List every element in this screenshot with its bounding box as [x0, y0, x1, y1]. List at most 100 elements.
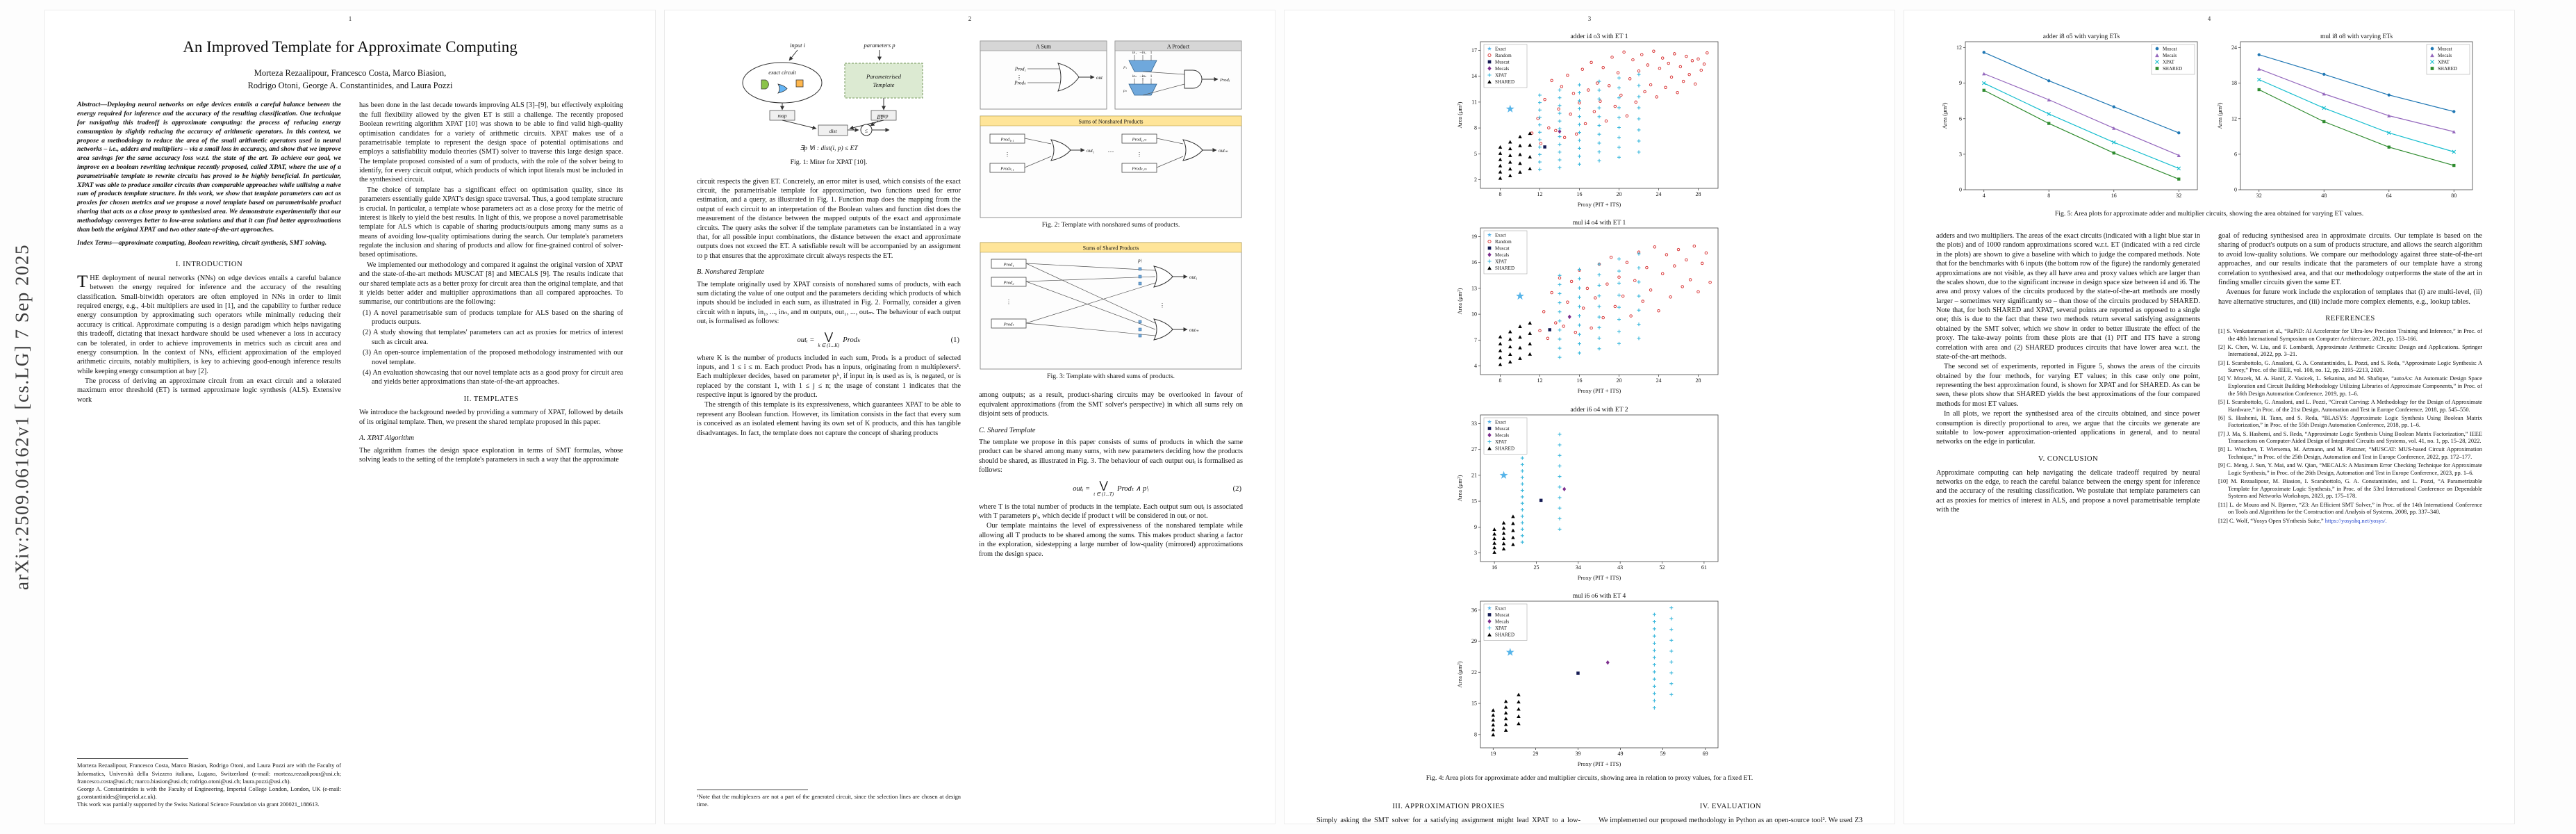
svg-text:Muscat: Muscat [1495, 246, 1510, 252]
template-label-1: Parameterised [866, 73, 902, 80]
page-4-column-left: adders and two multipliers. The areas of… [1936, 231, 2200, 808]
a-product-panel [1114, 40, 1242, 110]
svg-text:27: 27 [1471, 446, 1477, 452]
multiplexer-footnote: ¹Note that the multiplexers are not a pa… [697, 793, 961, 808]
svg-text:8: 8 [1474, 125, 1477, 131]
product-label: Prod₂ [1002, 280, 1014, 285]
svg-text:36: 36 [1471, 607, 1477, 614]
subsection-heading-nonshared: B. Nonshared Template [697, 268, 765, 277]
product-label: Prod₁,₁ [1000, 138, 1014, 142]
svg-text:Mecals: Mecals [2163, 53, 2177, 58]
reference-entry: [4] V. Mrazek, M. A. Hanif, Z. Vasicek, … [2218, 375, 2482, 397]
section-heading-evaluation: IV. EVALUATION [1699, 803, 1762, 811]
footnote-block: ¹Note that the multiplexers are not a pa… [697, 783, 961, 808]
svg-text:0: 0 [1959, 187, 1962, 193]
arxiv-watermark: arXiv:2509.06162v1 [cs.LG] 7 Sep 2025 [11, 244, 33, 590]
svg-text:16: 16 [1577, 191, 1583, 197]
svg-text:16: 16 [1492, 564, 1497, 571]
svg-text:59: 59 [1660, 751, 1666, 757]
miter-diagram: input i parameters p exact circuit Param… [742, 42, 923, 152]
dropcap: T [77, 272, 88, 291]
svg-text:Area (μm²): Area (μm²) [1456, 288, 1463, 315]
yosys-link[interactable]: https://yosyshq.net/yosys/. [2325, 517, 2387, 524]
parameters-label: parameters p [863, 42, 895, 49]
svg-text:33: 33 [1471, 420, 1477, 427]
paragraph: The template we propose in this paper co… [979, 439, 1243, 475]
figure-4: adder i4 o3 with ET 1 2 5 8 11 14 17 8 12 16 20 24 2… [1316, 30, 1863, 772]
svg-text:28: 28 [1696, 377, 1701, 384]
nonshared-template-diagram: A Sum Prod₁ ⋮ Prodₖ out A Product [980, 40, 1242, 218]
or-gate-icon [1057, 63, 1080, 92]
svg-text:9: 9 [1474, 524, 1477, 530]
figure-4-caption: Fig. 4: Area plots for approximate adder… [1426, 774, 1753, 782]
author-footnote: Morteza Rezaalipour, Francesco Costa, Ma… [77, 762, 341, 808]
reference-entry: [6] S. Hashemi, H. Tann, and S. Reda, “B… [2218, 414, 2482, 429]
sum-input-label: Prodₖ [1014, 81, 1027, 86]
a-sum-panel [980, 40, 1107, 110]
svg-text:48: 48 [2321, 193, 2327, 199]
section-heading-proxies: III. APPROXIMATION PROXIES [1392, 803, 1505, 811]
equation-2-rhs: Prodₜ ∧ pᵗᵢ [1117, 484, 1149, 493]
svg-text:Exact: Exact [1495, 47, 1506, 52]
svg-text:39: 39 [1575, 751, 1580, 757]
equation-2-number: (2) [1232, 484, 1241, 493]
mux-input-label: ¬in₁ [1139, 51, 1146, 55]
product-label: Prod₁,ₘ [1132, 138, 1148, 142]
svg-text:12: 12 [2231, 115, 2237, 122]
svg-text:69: 69 [1703, 751, 1708, 757]
paragraph: among outputs; as a result, product-shar… [979, 391, 1243, 418]
template-label-2: Template [873, 81, 895, 88]
svg-text:4: 4 [1983, 193, 1985, 199]
figure-5: adder i8 o5 with varying ETs 0 3 6 9 12 4 8 16 32… [1936, 30, 2482, 208]
vee-symbol: ⋁ [824, 331, 833, 343]
index-terms: Index Terms—approximate computing, Boole… [77, 239, 327, 247]
svg-text:15: 15 [1471, 701, 1477, 707]
svg-text:mul i8 o8 with varying ETs: mul i8 o8 with varying ETs [2320, 33, 2393, 40]
svg-text:24: 24 [1656, 377, 1662, 384]
svg-text:29: 29 [1533, 751, 1538, 757]
svg-text:Mecals: Mecals [1495, 619, 1509, 625]
svg-text:Exact: Exact [1495, 419, 1506, 425]
vee-symbol: ⋁ [1099, 480, 1108, 491]
mux-icon [1128, 60, 1157, 72]
page-4-columns: adders and two multipliers. The areas of… [1936, 231, 2482, 808]
product-box [989, 133, 1025, 144]
svg-text:SHARED: SHARED [2438, 66, 2457, 72]
page-number-1: 1 [348, 15, 352, 22]
product-box [989, 163, 1025, 173]
page-2-columns: input i parameters p exact circuit Param… [697, 38, 1243, 808]
contribution-item-2: (2) A study showing that templates' para… [363, 329, 623, 346]
section-heading-references: REFERENCES [2325, 315, 2375, 323]
svg-text:Area (μm²): Area (μm²) [1456, 661, 1463, 687]
nonshared-band-header-label: Sums of Nonshared Products [1078, 119, 1143, 125]
figure-2: A Sum Prod₁ ⋮ Prodₖ out A Product [979, 40, 1243, 234]
svg-text:XPAT: XPAT [1495, 73, 1508, 79]
page-2-column-left: input i parameters p exact circuit Param… [697, 38, 961, 808]
shared-band-header-label: Sums of Shared Products [1083, 245, 1139, 251]
a-product-header-label: A Product [1167, 44, 1190, 50]
svg-text:Area (μm²): Area (μm²) [1456, 475, 1463, 501]
a-product-header [1114, 40, 1242, 51]
page-3-column-right: IV. EVALUATION We implemented our propos… [1599, 795, 1863, 824]
equation-1-rhs: Prodₖ [843, 336, 861, 344]
paper-page-4: 4 adder i8 o5 with varying ETs 0 3 6 9 12 4 8 16… [1904, 10, 2515, 824]
parameter-label: pᵗᵢ [1137, 258, 1142, 263]
page-strip: 1 An Improved Template for Approximate C… [44, 10, 2515, 824]
product-output-label: Prodⱼ [1219, 78, 1230, 83]
svg-text:61: 61 [1701, 564, 1707, 571]
svg-text:Muscat: Muscat [1495, 60, 1510, 65]
svg-text:Proxy (PIT + ITS): Proxy (PIT + ITS) [1578, 387, 1621, 394]
chart-mul-i6-o6-et4: mul i6 o6 with ET 4 8 15 22 29 36 19 29 39 49 59 69… [1455, 589, 1724, 772]
svg-text:4: 4 [1474, 363, 1477, 370]
paragraph: In all plots, we report the synthesised … [1936, 410, 2200, 446]
figure-1-caption: Fig. 1: Miter for XPAT [10]. [790, 158, 868, 166]
reference-entry: [2] K. Chen, W. Liu, and F. Lombardi, Ap… [2218, 343, 2482, 358]
paragraph: The strength of this template is its exp… [697, 401, 961, 437]
svg-text:6: 6 [1959, 115, 1962, 122]
svg-text:adder i8 o5 with varying ETs: adder i8 o5 with varying ETs [2043, 33, 2120, 40]
paper-page-1: 1 An Improved Template for Approximate C… [44, 10, 656, 824]
map-label-1: map [778, 113, 787, 119]
product-box [991, 259, 1027, 269]
svg-text:12: 12 [1537, 191, 1543, 197]
